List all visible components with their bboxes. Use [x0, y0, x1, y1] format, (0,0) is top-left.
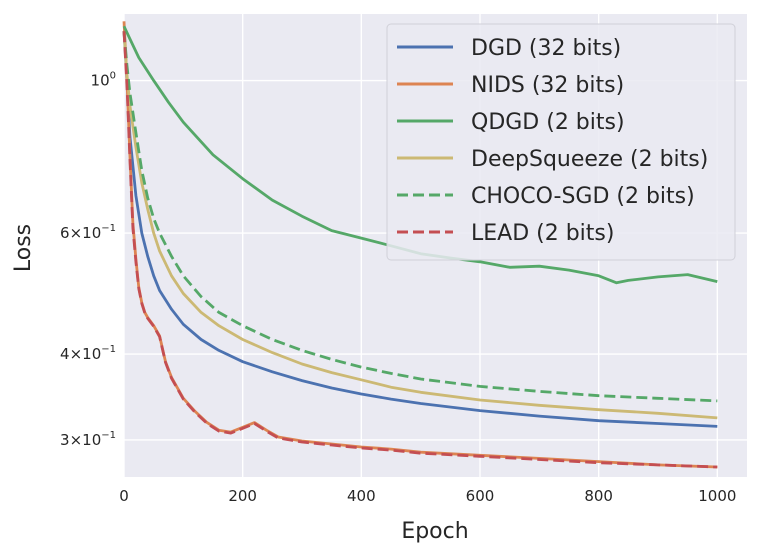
x-tick-label: 600 [466, 487, 495, 505]
series-line-6 [122, 31, 718, 469]
series-line-5 [122, 31, 718, 403]
x-tick-label: 800 [584, 487, 613, 505]
x-tick-label: 400 [347, 487, 376, 505]
y-tick-base: 10 [91, 72, 110, 90]
legend-entry-label: DGD (32 bits) [471, 36, 621, 61]
x-axis-ticks: 0 200 400 600 800 1000 [119, 487, 736, 505]
legend: DGD (32 bits) NIDS (32 bits) QDGD (2 bits)… [386, 23, 736, 261]
legend-entry-label: CHOCO-SGD (2 bits) [471, 184, 695, 209]
series-line-1 [122, 31, 718, 428]
y-tick-exponent: −1 [101, 223, 116, 234]
y-tick-label: 100 [91, 71, 116, 90]
y-tick-base: 4×10 [60, 345, 101, 363]
y-tick-exponent: −1 [101, 344, 116, 355]
x-tick-label: 200 [228, 487, 257, 505]
y-tick-exponent: 0 [110, 71, 116, 82]
legend-entry-label: LEAD (2 bits) [471, 221, 614, 246]
legend-entry-label: DeepSqueeze (2 bits) [471, 147, 708, 172]
y-tick-label: 6×10−1 [60, 223, 116, 242]
y-tick-exponent: −1 [101, 430, 116, 441]
y-tick-label: 3×10−1 [60, 430, 116, 449]
legend-entry-label: NIDS (32 bits) [471, 73, 624, 98]
x-tick-label: 0 [119, 487, 129, 505]
legend-entry-label: QDGD (2 bits) [471, 110, 625, 135]
y-tick-base: 3×10 [60, 431, 101, 449]
y-tick-label: 4×10−1 [60, 344, 116, 363]
series-line-4 [122, 31, 718, 420]
y-axis-label: Loss [11, 224, 36, 272]
y-tick-base: 6×10 [60, 224, 101, 242]
x-axis-label: Epoch [401, 519, 468, 544]
legend-box [386, 23, 736, 261]
x-tick-label: 1000 [698, 487, 736, 505]
